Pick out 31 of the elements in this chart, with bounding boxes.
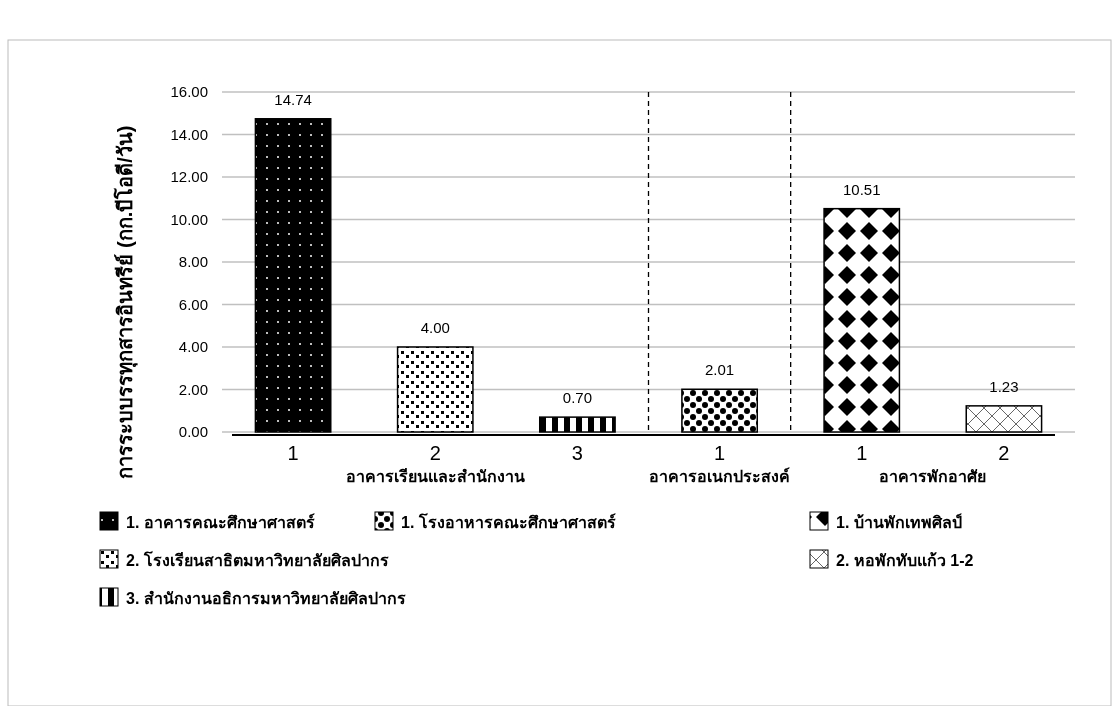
data-label: 1.23 — [989, 377, 1019, 395]
y-tick-label: 0.00 — [178, 423, 208, 440]
text: อาคารพักอาศัย — [879, 468, 987, 485]
legend-label: 2. หอพักทับแก้ว 1-2 — [836, 552, 974, 569]
x-tick-label: 2 — [429, 442, 441, 464]
data-label: 10.51 — [842, 180, 881, 198]
x-tick-label: 1 — [287, 442, 299, 464]
y-tick-label: 10.00 — [170, 210, 208, 228]
x-tick-label: 2 — [998, 442, 1010, 464]
data-label: 2.01 — [704, 361, 735, 379]
legend-label: 2. โรงเรียนสาธิตมหาวิทยาลัยศิลปากร — [126, 550, 389, 569]
y-tick-label: 14.00 — [170, 125, 208, 143]
legend-label: 1. โรงอาหารคณะศึกษาศาสตร์ — [401, 512, 616, 531]
legend-label: 3. สำนักงานอธิการมหาวิทยาลัยศิลปากร — [126, 590, 406, 607]
x-tick-label: 1 — [856, 442, 868, 464]
legend-label: 1. บ้านพักเทพศิลป์ — [836, 513, 962, 531]
y-tick-label: 4.00 — [178, 338, 208, 355]
x-tick-label: 1 — [714, 442, 726, 464]
y-tick-label: 2.00 — [178, 380, 208, 398]
y-tick-label: 6.00 — [178, 295, 208, 313]
data-label: 4.00 — [420, 319, 450, 336]
y-tick-label: 12.00 — [170, 168, 208, 185]
x-tick-label: 3 — [571, 442, 583, 464]
text: อาคารอเนกประสงค์ — [649, 467, 791, 485]
y-axis-title: การระบบรรทุกสารอินทรีย์ (กก.บีโอดี/วัน) — [113, 125, 138, 479]
data-label: 14.74 — [274, 90, 312, 108]
legend-label: 1. อาคารคณะศึกษาศาสตร์ — [126, 513, 315, 531]
y-tick-label: 8.00 — [178, 253, 208, 270]
y-tick-label: 16.00 — [170, 83, 208, 100]
text: อาคารเรียนและสำนักงาน — [345, 467, 525, 485]
data-label: 0.70 — [562, 389, 593, 407]
